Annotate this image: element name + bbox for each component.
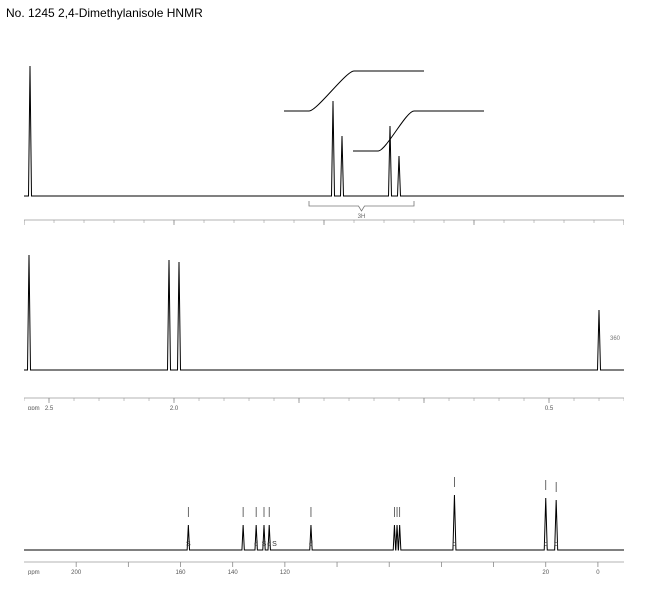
axis-tick-label: 2.5 bbox=[45, 406, 54, 410]
axis-tick-label: 160 bbox=[176, 570, 187, 575]
axis-unit-label: ppm bbox=[28, 406, 40, 410]
axis-tick-label: 0 bbox=[596, 570, 600, 575]
axis-unit-label: ppm bbox=[28, 570, 40, 575]
integral-label: 3H bbox=[358, 214, 366, 220]
hnmr-spectrum-aromatic: 3H87.576.56ppm bbox=[24, 56, 624, 226]
page-title: No. 1245 2,4-Dimethylanisole HNMR bbox=[6, 6, 203, 20]
multiplicity-label: d bbox=[254, 541, 258, 548]
spectrum-trace bbox=[24, 495, 624, 550]
multiplicity-label: d bbox=[267, 541, 271, 548]
axis-tick-label: 200 bbox=[71, 570, 82, 575]
hnmr-spectrum-aliphatic: 2.5 2.0 0.5 ppm 360 bbox=[24, 250, 624, 410]
multiplicity-label: S bbox=[272, 541, 277, 548]
axis-tick-label: 120 bbox=[280, 570, 291, 575]
right-marker-label: 360 bbox=[610, 336, 621, 342]
integral-curve bbox=[353, 111, 484, 151]
multiplicity-label: q bbox=[452, 541, 456, 548]
spectrum-trace bbox=[24, 66, 624, 196]
axis-tick-label: 20 bbox=[542, 570, 549, 575]
integral-bracket bbox=[309, 201, 414, 211]
multiplicity-label: S bbox=[262, 541, 267, 548]
multiplicity-label: S bbox=[186, 541, 191, 548]
axis-tick-label: 0.5 bbox=[545, 406, 554, 410]
axis-tick-label: 2.0 bbox=[170, 406, 179, 410]
cnmr-spectrum: 200160140120200ppmSdSdSdqqq bbox=[24, 470, 624, 575]
multiplicity-label: q bbox=[544, 541, 548, 548]
multiplicity-label: d bbox=[309, 541, 313, 548]
axis-tick-label: 140 bbox=[228, 570, 239, 575]
spectrum-trace bbox=[24, 255, 624, 370]
integral-curve bbox=[284, 71, 424, 111]
multiplicity-label: q bbox=[554, 541, 558, 548]
